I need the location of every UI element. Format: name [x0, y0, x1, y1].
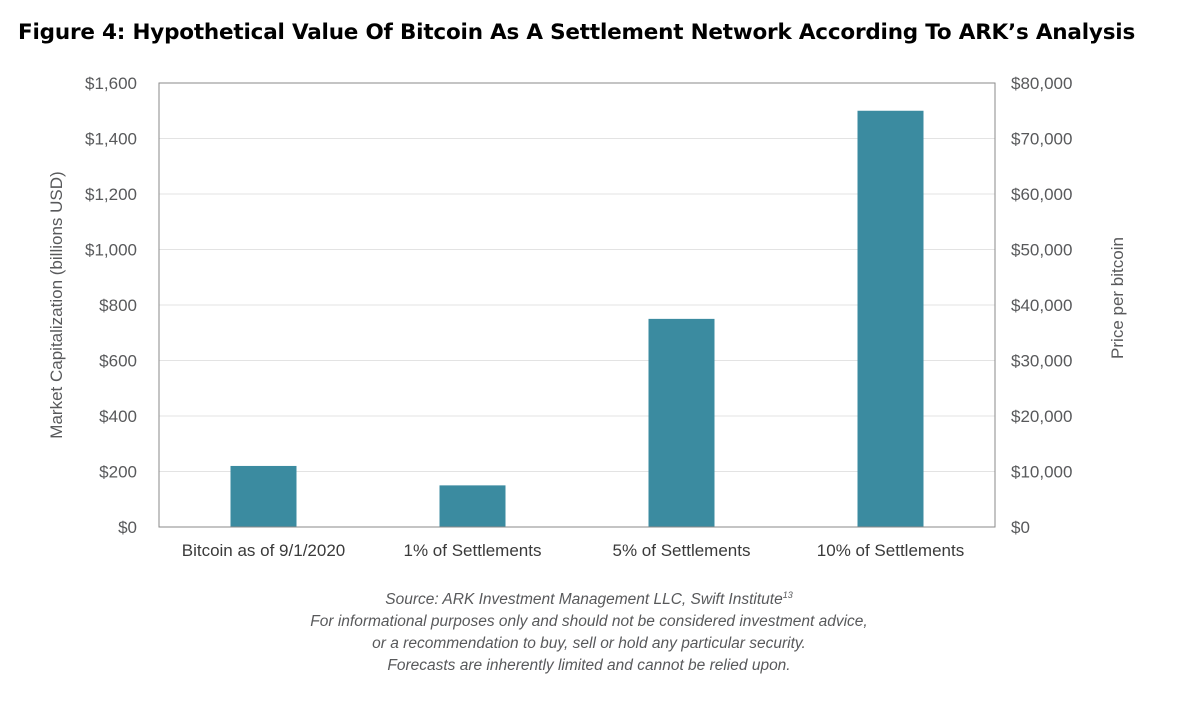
x-tick-label: 5% of Settlements: [613, 541, 751, 560]
footnote-marker: 13: [782, 590, 793, 600]
x-tick-label: 1% of Settlements: [404, 541, 542, 560]
y-axis-label-right: Price per bitcoin: [1108, 237, 1127, 359]
y-tick-label: $200: [99, 463, 137, 482]
right-tick-labels: $0 $10,000 $20,000 $30,000 $40,000 $50,000 $60…: [1011, 74, 1072, 537]
y-tick-label-right: $10,000: [1011, 463, 1072, 482]
y-tick-label-right: $0: [1011, 518, 1030, 537]
bar: [648, 318, 715, 527]
y-tick-label-right: $20,000: [1011, 407, 1072, 426]
y-tick-label: $0: [118, 518, 137, 537]
y-axis-label: Market Capitalization (billions USD): [47, 171, 66, 438]
category-labels: Bitcoin as of 9/1/2020 1% of Settlements 5…: [182, 541, 964, 560]
disclaimer-line-1: For informational purposes only and shou…: [310, 613, 868, 631]
y-tick-label-right: $70,000: [1011, 130, 1072, 149]
bar: [857, 110, 924, 527]
y-tick-label: $800: [99, 296, 137, 315]
y-tick-label: $1,000: [85, 241, 137, 260]
bars: [230, 110, 924, 527]
bar: [439, 485, 506, 527]
disclaimer-line-3: Forecasts are inherently limited and can…: [387, 657, 791, 675]
chart-title: Figure 4: Hypothetical Value Of Bitcoin …: [18, 20, 1136, 45]
source-note: Source: ARK Investment Management LLC, S…: [385, 590, 793, 609]
left-tick-labels: $0 $200 $400 $600 $800 $1,000 $1,200 $1,400 $1,6…: [85, 74, 137, 537]
y-tick-label-right: $50,000: [1011, 241, 1072, 260]
bar: [230, 465, 297, 527]
x-tick-label: Bitcoin as of 9/1/2020: [182, 541, 346, 560]
y-tick-label: $1,400: [85, 130, 137, 149]
y-tick-label: $600: [99, 352, 137, 371]
y-tick-label-right: $80,000: [1011, 74, 1072, 93]
x-tick-label: 10% of Settlements: [817, 541, 964, 560]
y-tick-label: $400: [99, 407, 137, 426]
chart-notes: Source: ARK Investment Management LLC, S…: [0, 584, 1178, 677]
y-tick-label-right: $40,000: [1011, 296, 1072, 315]
plot-frame: [158, 82, 996, 528]
y-tick-label: $1,200: [85, 185, 137, 204]
y-tick-label-right: $30,000: [1011, 352, 1072, 371]
gridlines: [159, 138, 995, 472]
y-tick-label: $1,600: [85, 74, 137, 93]
y-tick-label-right: $60,000: [1011, 185, 1072, 204]
disclaimer-line-2: or a recommendation to buy, sell or hold…: [372, 635, 806, 653]
